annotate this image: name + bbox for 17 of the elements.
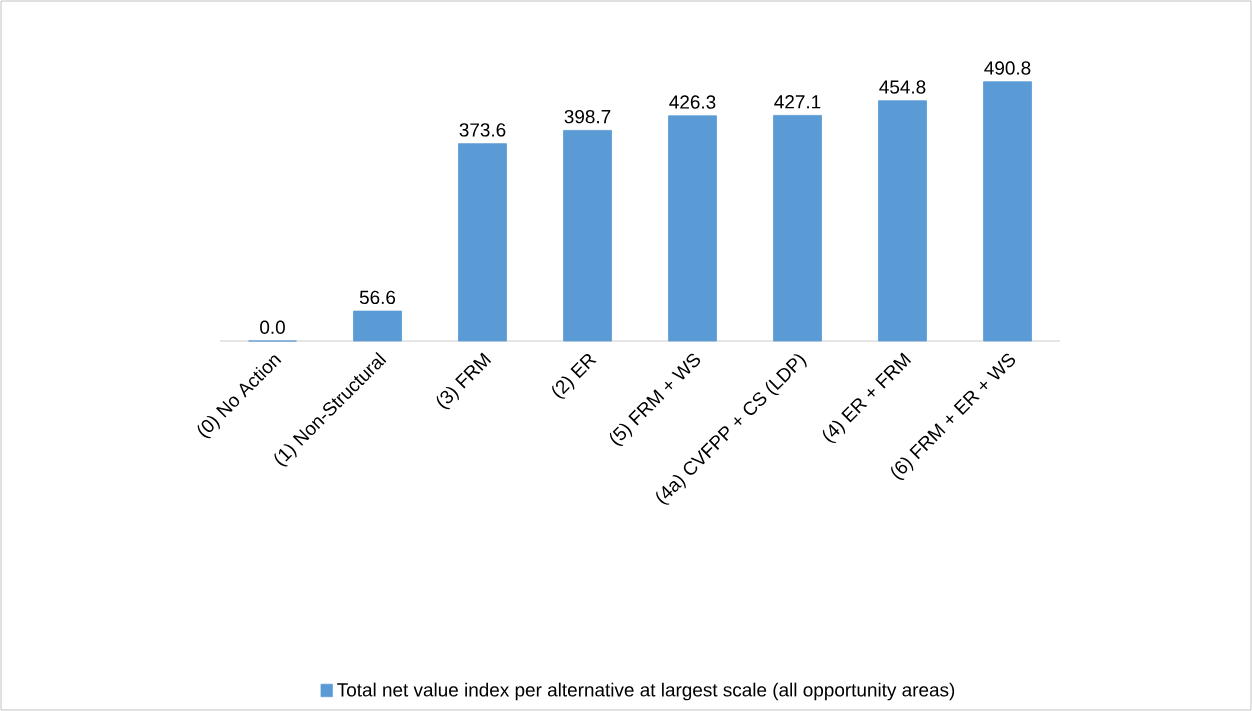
data-label: 427.1 (774, 95, 821, 109)
bar (983, 81, 1032, 342)
data-label: 56.6 (359, 290, 396, 305)
bar (878, 100, 927, 342)
data-label: 398.7 (564, 109, 611, 124)
data-label: 0.0 (260, 320, 285, 334)
data-label: 426.3 (669, 95, 716, 109)
data-label: 373.6 (459, 123, 506, 137)
bar (668, 115, 717, 342)
bar (773, 114, 822, 342)
x-tick-label: (2) ER (552, 353, 597, 399)
bar (458, 143, 507, 342)
data-label: 490.8 (984, 61, 1031, 75)
legend-label: Total net value index per alternative at largest scale (all opportunity areas) (337, 682, 955, 701)
bar (563, 129, 612, 342)
data-label: 454.8 (879, 80, 926, 94)
bar (353, 310, 402, 342)
